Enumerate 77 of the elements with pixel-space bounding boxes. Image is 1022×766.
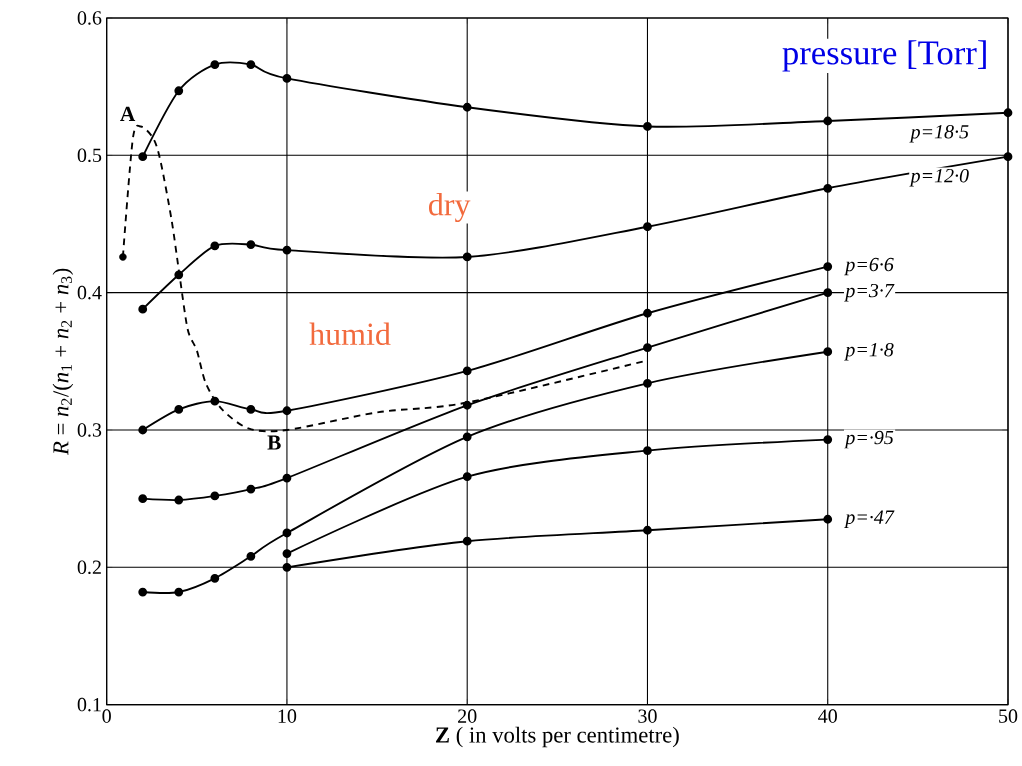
series-label: p=12·0	[909, 168, 969, 187]
point	[462, 432, 472, 442]
point	[462, 400, 472, 410]
point	[282, 562, 292, 572]
point	[643, 446, 652, 455]
series-label: p=18·5	[909, 125, 969, 143]
point	[119, 253, 127, 261]
point	[174, 495, 184, 505]
y-tick-label: 0.4	[77, 285, 102, 300]
point	[138, 304, 148, 314]
point	[462, 102, 472, 112]
point	[210, 491, 220, 501]
point	[210, 241, 220, 251]
series-label: p=3·7	[844, 283, 895, 302]
point	[643, 378, 652, 388]
text: R = n$_{2}$/(n$_{1}$ + n$_{2}$ + n$_{3}$)	[52, 268, 74, 456]
annotation: B	[267, 435, 281, 450]
point	[174, 587, 184, 597]
x-tick-label: 0	[102, 709, 111, 723]
point	[823, 116, 833, 126]
point	[246, 484, 256, 494]
point	[246, 240, 256, 249]
point	[138, 152, 148, 162]
point	[462, 366, 472, 376]
x-tick-label: 40	[818, 709, 837, 723]
point	[282, 406, 292, 416]
series-label: p=·47	[844, 510, 895, 528]
x-axis-title: Z ( in volts per centimetre)	[435, 726, 679, 748]
point	[823, 435, 833, 445]
point	[823, 288, 833, 298]
point	[643, 308, 652, 318]
series-label: p=1·8	[844, 342, 894, 361]
point	[210, 60, 220, 70]
point	[1003, 108, 1013, 118]
point	[282, 549, 292, 558]
point	[174, 270, 184, 280]
point	[823, 514, 833, 524]
point	[643, 122, 652, 131]
annotation: A	[120, 106, 136, 121]
point	[823, 262, 833, 271]
point	[246, 60, 256, 70]
point	[823, 347, 833, 357]
annotation: dry	[429, 192, 471, 223]
point	[462, 472, 472, 482]
y-tick-label: 0.5	[77, 148, 102, 163]
point	[1003, 152, 1013, 162]
x-tick-label: 10	[278, 709, 297, 723]
x-tick-label: 20	[458, 709, 477, 723]
point	[138, 494, 148, 504]
point	[174, 86, 184, 96]
point	[643, 222, 652, 232]
y-tick-label: 0.3	[77, 423, 102, 437]
point	[823, 183, 833, 193]
point	[246, 551, 256, 561]
annotation: humid	[309, 322, 391, 346]
series-label: p=·95	[844, 430, 894, 449]
y-tick-label: 0.6	[77, 11, 102, 25]
point	[643, 343, 652, 352]
series-label: p=6·6	[844, 257, 894, 276]
point	[246, 404, 256, 414]
point	[282, 245, 292, 255]
y-tick-label: 0.1	[77, 697, 101, 712]
point	[210, 573, 220, 583]
y-tick-label: 0.2	[77, 560, 101, 575]
point	[174, 404, 184, 414]
x-tick-label: 30	[638, 709, 657, 723]
annotation: pressure [Torr]	[782, 40, 986, 72]
point	[138, 425, 148, 435]
point	[282, 473, 292, 483]
point	[462, 536, 472, 546]
point	[282, 74, 292, 83]
point	[462, 252, 472, 262]
point	[643, 525, 652, 535]
point	[138, 587, 148, 597]
point	[210, 396, 220, 406]
point	[282, 528, 292, 538]
x-tick-label: 50	[999, 709, 1018, 723]
